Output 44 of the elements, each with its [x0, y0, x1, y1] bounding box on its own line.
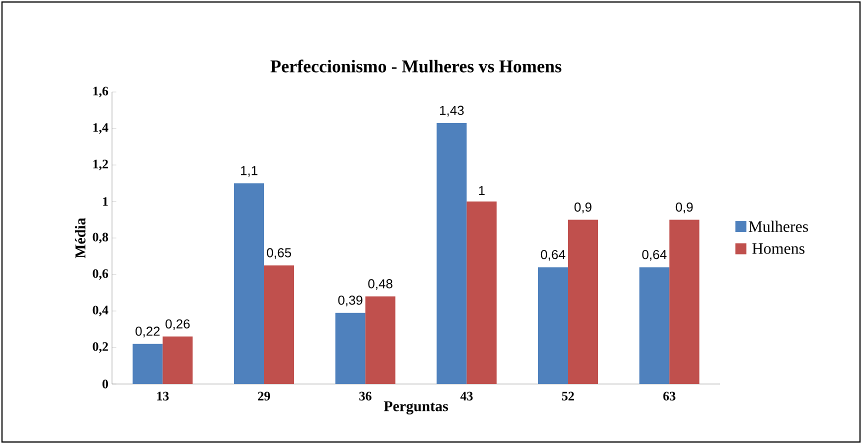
x-tick-label: 52: [562, 392, 574, 400]
bar: [538, 267, 568, 384]
data-label: 0,9: [676, 202, 693, 214]
bar: [162, 336, 193, 384]
bar: [466, 202, 497, 384]
x-tick-label: 29: [258, 392, 270, 400]
y-axis-title: Média: [74, 218, 86, 258]
bar: [264, 265, 294, 384]
data-label: 1,1: [240, 166, 258, 177]
y-tick-label: 0,4: [92, 306, 108, 316]
x-tick-label: 13: [157, 392, 169, 400]
bar: [639, 267, 670, 384]
y-tick-label: 1,6: [93, 86, 108, 98]
y-tick-label: 0,2: [92, 342, 108, 353]
x-tick-label: 36: [359, 392, 372, 400]
data-label: 0,65: [266, 248, 292, 259]
bar: [365, 296, 396, 384]
y-tick-label: 0: [102, 380, 108, 388]
bar: [132, 344, 163, 384]
data-label: 0,9: [574, 202, 592, 214]
chart-title: Perfeccionismo - Mulheres vs Homens: [270, 60, 562, 72]
bar: [335, 312, 366, 384]
y-tick-label: 0,6: [92, 269, 108, 280]
y-tick-label: 0,8: [92, 232, 108, 244]
data-label: 1: [479, 186, 485, 195]
bar: [568, 220, 598, 384]
bar: [436, 123, 467, 384]
x-tick-label: 43: [460, 392, 473, 400]
y-tick-label: 1,2: [93, 160, 108, 170]
y-tick-label: 1,4: [93, 123, 108, 134]
data-label: 0,39: [338, 296, 362, 306]
data-label: 0,26: [166, 319, 190, 330]
y-tick-label: 1: [103, 197, 108, 206]
legend-label: Homens: [752, 243, 804, 254]
legend-label: Mulheres: [748, 220, 808, 232]
bar: [669, 220, 700, 384]
data-label: 0,48: [368, 279, 392, 290]
x-axis-title: Perguntas: [384, 401, 448, 414]
data-label: 0,64: [540, 250, 566, 261]
x-tick-label: 63: [663, 392, 676, 400]
data-label: 0,22: [136, 326, 160, 338]
data-label: 1,43: [440, 106, 464, 116]
bar: [234, 183, 264, 384]
data-label: 0,64: [642, 250, 667, 261]
